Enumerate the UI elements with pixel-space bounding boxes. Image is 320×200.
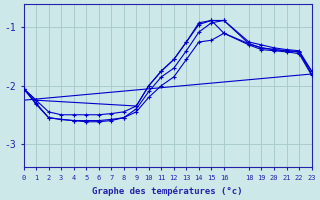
X-axis label: Graphe des températures (°c): Graphe des températures (°c) (92, 186, 243, 196)
